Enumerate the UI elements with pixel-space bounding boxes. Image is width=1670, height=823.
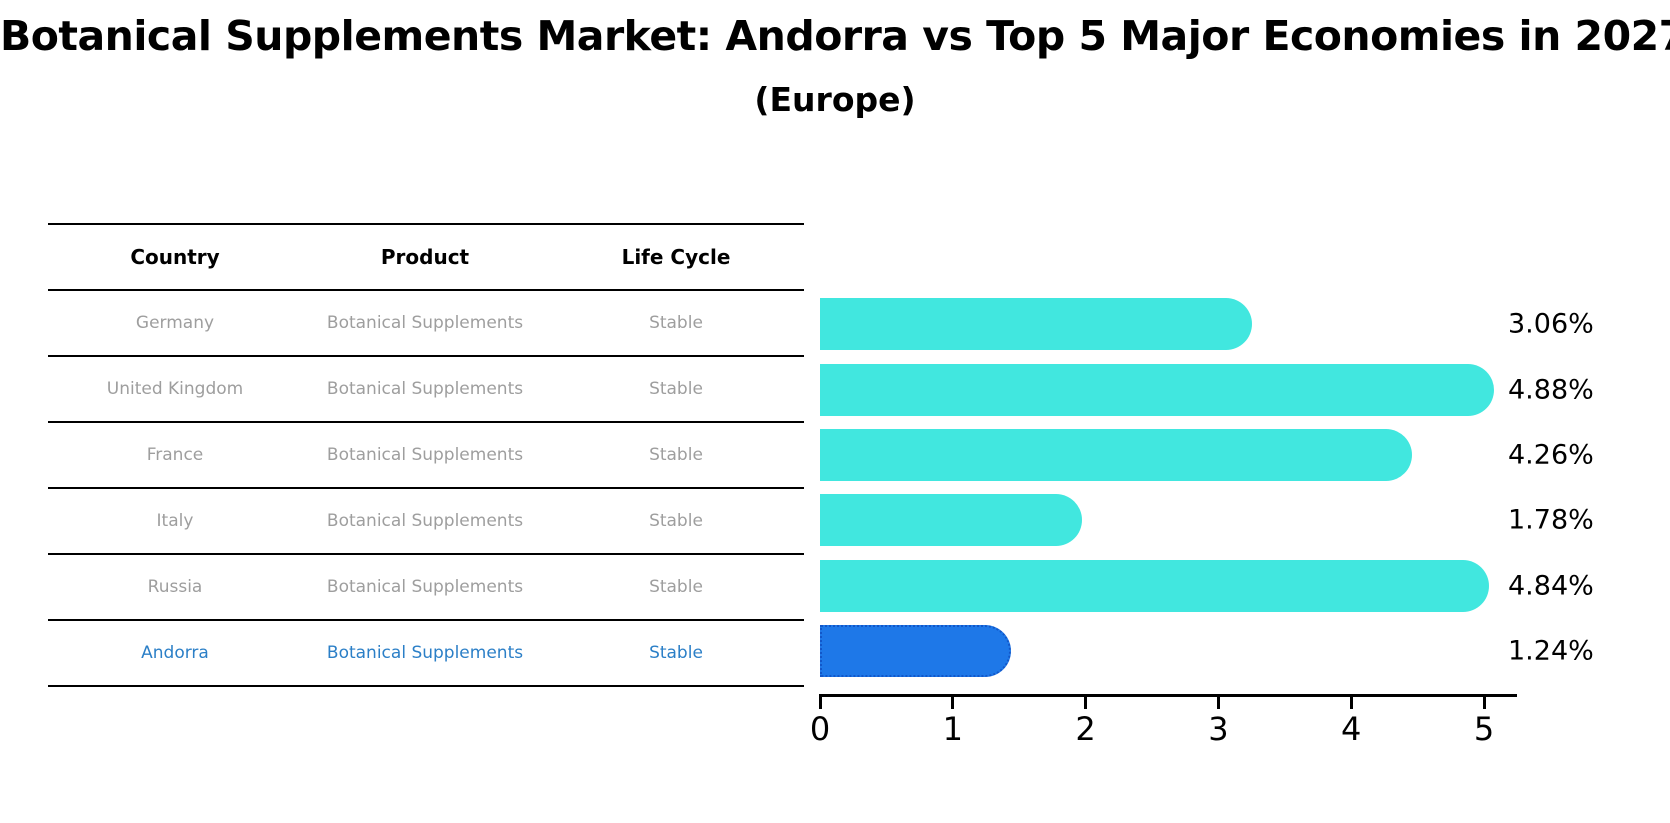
table-cell-product: Botanical Supplements: [326, 511, 524, 531]
x-axis-tick-label: 1: [942, 710, 963, 748]
x-axis-tick: [818, 694, 822, 709]
bar-russia: [820, 559, 1489, 612]
bar-value-label: 3.06%: [1508, 308, 1594, 340]
x-axis-tick: [1482, 694, 1486, 709]
table-cell-life-cycle: Stable: [649, 379, 703, 399]
table-header-cell: Product: [380, 245, 470, 269]
bar-united-kingdom: [820, 363, 1495, 416]
table-cell-product: Botanical Supplements: [326, 445, 524, 465]
table-cell-life-cycle: Stable: [649, 643, 703, 663]
table-cell-country: United Kingdom: [106, 379, 244, 399]
x-axis-tick: [1216, 694, 1220, 709]
table-row: Russia Botanical Supplements Stable: [48, 553, 804, 619]
table-cell-product: Botanical Supplements: [326, 379, 524, 399]
table-cell-country: Andorra: [141, 643, 209, 663]
table-row: Andorra Botanical Supplements Stable: [48, 619, 804, 685]
table-header-cell: Life Cycle: [621, 245, 731, 269]
table-cell-product: Botanical Supplements: [326, 577, 524, 597]
chart-subtitle: (Europe): [754, 80, 916, 119]
bar-value-label: 1.78%: [1508, 504, 1594, 536]
bar-andorra: [820, 625, 1011, 678]
table-cell-country: Germany: [135, 313, 215, 333]
bar-value-label: 4.84%: [1508, 570, 1594, 602]
bar-value-label: 1.24%: [1508, 635, 1594, 667]
table-cell-product: Botanical Supplements: [326, 643, 524, 663]
table-cell-country: Russia: [147, 577, 203, 597]
bar-germany: [820, 298, 1253, 351]
x-axis-tick-label: 4: [1341, 710, 1362, 748]
table-cell-country: France: [146, 445, 204, 465]
table-row: Germany Botanical Supplements Stable: [48, 289, 804, 355]
bar-value-label: 4.26%: [1508, 439, 1594, 471]
x-axis-tick-label: 3: [1208, 710, 1229, 748]
table-row: United Kingdom Botanical Supplements Stabl…: [48, 355, 804, 421]
x-axis-line: [820, 694, 1517, 697]
x-axis-tick-label: 2: [1075, 710, 1096, 748]
table-cell-life-cycle: Stable: [649, 445, 703, 465]
bar-france: [820, 429, 1412, 481]
table-row: Italy Botanical Supplements Stable: [48, 487, 804, 553]
chart-title: Botanical Supplements Market: Andorra vs…: [0, 12, 1670, 60]
x-axis-tick: [951, 694, 955, 709]
table-row: France Botanical Supplements Stable: [48, 421, 804, 487]
table-header-cell: Country: [130, 245, 220, 269]
table-header-row: Country Product Life Cycle: [48, 223, 804, 289]
x-axis-tick-label: 5: [1473, 710, 1495, 748]
table-cell-life-cycle: Stable: [649, 313, 703, 333]
table-cell-life-cycle: Stable: [649, 577, 703, 597]
bar-value-label: 4.88%: [1508, 374, 1594, 406]
x-axis-tick: [1349, 694, 1353, 709]
table-cell-product: Botanical Supplements: [326, 313, 524, 333]
x-axis-tick-label: 0: [809, 710, 831, 748]
table-cell-life-cycle: Stable: [649, 511, 703, 531]
x-axis-tick: [1084, 694, 1088, 709]
bar-italy: [820, 494, 1083, 547]
country-table: Country Product Life Cycle Germany Botanical…: [48, 223, 804, 687]
table-cell-country: Italy: [156, 511, 194, 531]
